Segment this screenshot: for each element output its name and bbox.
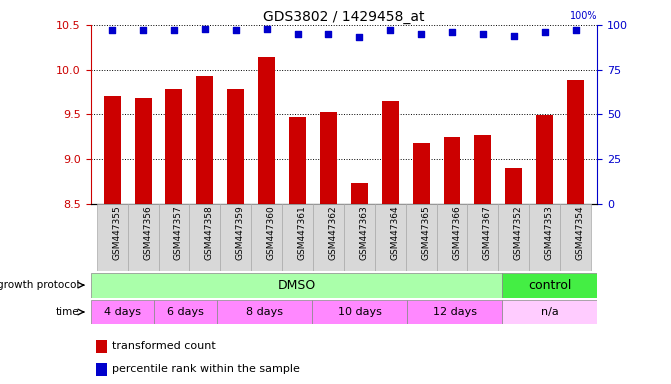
Text: GSM447357: GSM447357 (174, 205, 183, 260)
Text: GSM447365: GSM447365 (421, 205, 430, 260)
Point (168, 27, 179, 33)
Bar (91, 300, 154, 324)
Bar (96, 362, 107, 376)
Bar (197, 76, 213, 204)
Bar (375, 204, 406, 271)
Text: 8 days: 8 days (246, 307, 283, 317)
Point (230, 27, 241, 33)
Bar (499, 204, 529, 271)
Text: time: time (56, 307, 80, 317)
Bar (529, 204, 560, 271)
Bar (382, 101, 399, 204)
Text: control: control (528, 279, 572, 291)
Title: GDS3802 / 1429458_at: GDS3802 / 1429458_at (263, 10, 425, 24)
Bar (91, 273, 502, 298)
Text: GSM447367: GSM447367 (483, 205, 492, 260)
Text: GSM447352: GSM447352 (514, 205, 523, 260)
Bar (502, 273, 597, 298)
Text: GSM447362: GSM447362 (328, 205, 338, 260)
Bar (344, 204, 375, 271)
Text: percentile rank within the sample: percentile rank within the sample (112, 364, 300, 374)
Text: growth protocol: growth protocol (0, 280, 80, 290)
Text: 4 days: 4 days (104, 307, 141, 317)
Text: GSM447353: GSM447353 (545, 205, 554, 260)
Text: 10 days: 10 days (338, 307, 382, 317)
Bar (413, 143, 429, 204)
Bar (468, 204, 499, 271)
Text: GSM447355: GSM447355 (112, 205, 121, 260)
Text: GSM447358: GSM447358 (205, 205, 214, 260)
Bar (220, 204, 251, 271)
Point (478, 31, 488, 37)
Text: GSM447364: GSM447364 (391, 205, 399, 260)
Bar (282, 204, 313, 271)
Point (539, 29, 550, 35)
Bar (313, 204, 344, 271)
Bar (351, 183, 368, 204)
Bar (104, 96, 121, 204)
Bar (312, 300, 407, 324)
Text: GSM447360: GSM447360 (266, 205, 276, 260)
Bar (217, 300, 312, 324)
Bar (127, 204, 158, 271)
Bar (158, 204, 189, 271)
Bar (474, 135, 491, 204)
Point (509, 33, 519, 39)
Text: GSM447361: GSM447361 (297, 205, 307, 260)
Text: GSM447356: GSM447356 (143, 205, 152, 260)
Bar (320, 113, 337, 204)
Point (261, 25, 272, 31)
Point (416, 31, 427, 37)
Point (292, 31, 303, 37)
Bar (406, 204, 437, 271)
Bar (437, 204, 468, 271)
Text: 12 days: 12 days (433, 307, 476, 317)
Bar (251, 204, 282, 271)
Text: GSM447366: GSM447366 (452, 205, 461, 260)
Bar (135, 98, 152, 204)
Text: n/a: n/a (541, 307, 558, 317)
Point (354, 35, 365, 41)
Point (107, 27, 117, 33)
Bar (227, 89, 244, 204)
Bar (289, 117, 306, 204)
Bar (189, 204, 220, 271)
Bar (97, 204, 127, 271)
Point (447, 29, 458, 35)
Bar (536, 115, 553, 204)
Bar (96, 339, 107, 353)
Bar (444, 137, 460, 204)
Text: GSM447354: GSM447354 (576, 205, 584, 260)
Bar (560, 204, 591, 271)
Point (385, 27, 396, 33)
Point (570, 27, 581, 33)
Text: DMSO: DMSO (277, 279, 315, 291)
Bar (567, 80, 584, 204)
Text: 100%: 100% (570, 12, 597, 22)
Bar (154, 300, 217, 324)
Bar (258, 57, 275, 204)
Text: GSM447363: GSM447363 (360, 205, 368, 260)
Bar (502, 300, 597, 324)
Point (138, 27, 148, 33)
Point (323, 31, 333, 37)
Point (199, 25, 210, 31)
Bar (505, 168, 522, 204)
Text: GSM447359: GSM447359 (236, 205, 245, 260)
Text: transformed count: transformed count (112, 341, 215, 351)
Bar (407, 300, 502, 324)
Text: 6 days: 6 days (167, 307, 204, 317)
Bar (166, 89, 183, 204)
